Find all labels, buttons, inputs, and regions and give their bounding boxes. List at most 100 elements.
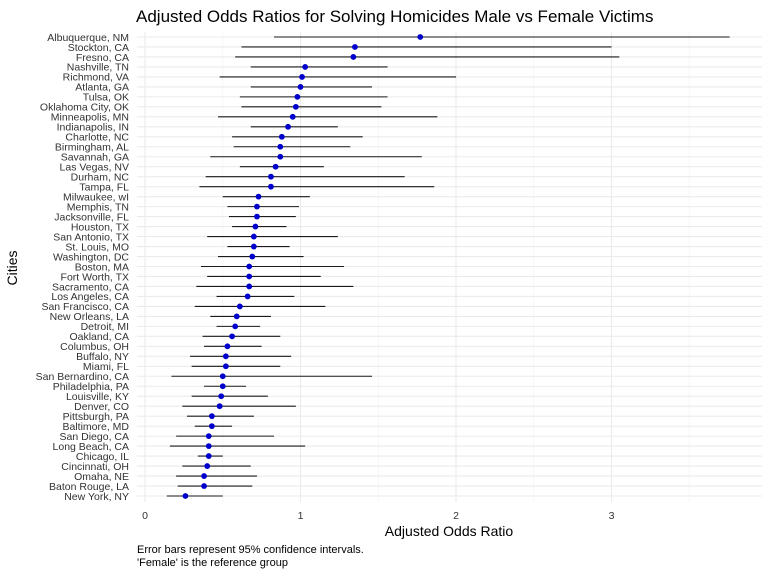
- city-label: Savannah, GA: [61, 152, 129, 164]
- odds-ratio-point: [352, 44, 358, 50]
- odds-ratio-point: [205, 433, 212, 440]
- odds-ratio-point: [182, 493, 189, 499]
- odds-ratio-point: [277, 143, 284, 150]
- city-label: Tampa, FL: [79, 181, 129, 193]
- odds-ratio-point: [350, 54, 357, 60]
- city-label: Los Angeles, CA: [51, 291, 129, 303]
- caption-line-1: Error bars represent 95% confidence inte…: [137, 544, 364, 556]
- city-label: Fresno, CA: [76, 52, 129, 64]
- city-label: Louisville, KY: [66, 391, 129, 403]
- x-axis-title: Adjusted Odds Ratio: [385, 523, 514, 539]
- city-label: Denver, CO: [74, 401, 129, 413]
- odds-ratio-point: [216, 403, 223, 410]
- odds-ratio-point: [232, 323, 239, 330]
- city-label: Washington, DC: [53, 251, 129, 263]
- city-label: Minneapolis, MN: [51, 112, 129, 124]
- odds-ratio-point: [250, 233, 257, 240]
- odds-ratio-point: [289, 113, 296, 120]
- city-label: Baltimore, MD: [62, 421, 129, 433]
- city-label: Sacramento, CA: [52, 281, 129, 293]
- odds-ratio-point: [246, 283, 253, 290]
- city-label: Stockton, CA: [68, 42, 129, 54]
- city-label: San Diego, CA: [60, 431, 129, 443]
- odds-ratio-point: [249, 253, 256, 260]
- city-label: Richmond, VA: [63, 72, 129, 84]
- odds-ratio-point: [252, 223, 259, 230]
- plot-marks: [166, 34, 730, 499]
- x-tick-label: 2: [453, 510, 459, 522]
- city-label: Oklahoma City, OK: [40, 102, 129, 114]
- city-label: Fort Worth, TX: [61, 271, 129, 283]
- odds-ratio-point: [417, 34, 424, 40]
- city-label: Miami, FL: [83, 361, 129, 373]
- odds-ratio-point: [299, 74, 305, 80]
- city-label: Albuquerque, NM: [47, 32, 129, 44]
- city-label: Columbus, OH: [60, 341, 129, 353]
- city-label: Oakland, CA: [69, 331, 129, 343]
- city-label: Chicago, IL: [76, 451, 129, 463]
- caption-line-2: 'Female' is the reference group: [137, 557, 288, 569]
- odds-ratio-point: [246, 263, 253, 270]
- odds-ratio-point: [205, 453, 212, 459]
- odds-ratio-point: [208, 423, 215, 430]
- odds-ratio-point: [272, 163, 279, 170]
- odds-ratio-point: [219, 373, 226, 380]
- odds-ratio-point: [201, 473, 207, 479]
- odds-ratio-point: [292, 103, 299, 110]
- odds-ratio-point: [250, 243, 257, 250]
- odds-ratio-point: [254, 203, 260, 210]
- odds-ratio-point: [204, 463, 211, 469]
- odds-ratio-point: [246, 273, 253, 280]
- odds-ratio-point: [222, 353, 229, 360]
- city-label: Houston, TX: [71, 221, 129, 233]
- odds-ratio-point: [277, 153, 284, 160]
- city-label: Pittsburgh, PA: [63, 411, 129, 423]
- odds-ratio-point: [294, 93, 301, 100]
- odds-ratio-point: [302, 64, 309, 70]
- city-label: Nashville, TN: [67, 62, 129, 74]
- city-label: Boston, MA: [75, 261, 129, 273]
- city-label: Las Vegas, NV: [60, 162, 129, 174]
- city-label: San Bernardino, CA: [36, 371, 129, 383]
- x-tick-label: 0: [142, 510, 148, 522]
- odds-ratio-point: [233, 313, 240, 320]
- odds-ratio-point: [208, 413, 215, 420]
- city-label: Charlotte, NC: [65, 132, 129, 144]
- city-label: New Orleans, LA: [50, 311, 129, 323]
- odds-ratio-point: [222, 363, 229, 370]
- city-label: Memphis, TN: [67, 201, 129, 213]
- city-label: Cincinnati, OH: [61, 461, 129, 473]
- city-label: Omaha, NE: [74, 471, 129, 483]
- chart-caption: Error bars represent 95% confidence inte…: [137, 544, 364, 570]
- odds-ratio-point: [255, 193, 262, 200]
- x-tick-labels: 0 1 2 3: [142, 510, 615, 522]
- odds-ratio-point: [229, 333, 235, 340]
- odds-ratio-point: [205, 443, 212, 450]
- city-label: Atlanta, GA: [75, 82, 129, 94]
- odds-ratio-point: [278, 133, 285, 140]
- city-label: Milwaukee, wI: [63, 191, 129, 203]
- odds-ratio-point: [201, 483, 207, 489]
- y-axis-title: Cities: [4, 250, 20, 285]
- city-label: Philadelphia, PA: [53, 381, 129, 393]
- odds-ratio-point: [297, 83, 304, 90]
- odds-ratio-point: [285, 123, 291, 130]
- city-label: St. Louis, MO: [65, 241, 129, 253]
- city-label: Jacksonville, FL: [54, 211, 129, 223]
- odds-ratio-point: [218, 393, 225, 400]
- city-label: San Antonio, TX: [53, 231, 129, 243]
- x-tick-label: 3: [609, 510, 615, 522]
- x-tick-label: 1: [298, 510, 304, 522]
- city-label: Buffalo, NY: [76, 351, 129, 363]
- odds-ratio-point: [268, 183, 274, 190]
- city-label: Detroit, MI: [81, 321, 129, 333]
- odds-ratio-point: [244, 293, 251, 300]
- city-label: Durham, NC: [71, 171, 130, 183]
- city-label: Indianapolis, IN: [57, 122, 129, 134]
- city-label: New York, NY: [64, 491, 129, 503]
- city-label: San Francisco, CA: [41, 301, 129, 313]
- city-label: Baton Rouge, LA: [49, 481, 129, 493]
- odds-ratio-point: [224, 343, 231, 350]
